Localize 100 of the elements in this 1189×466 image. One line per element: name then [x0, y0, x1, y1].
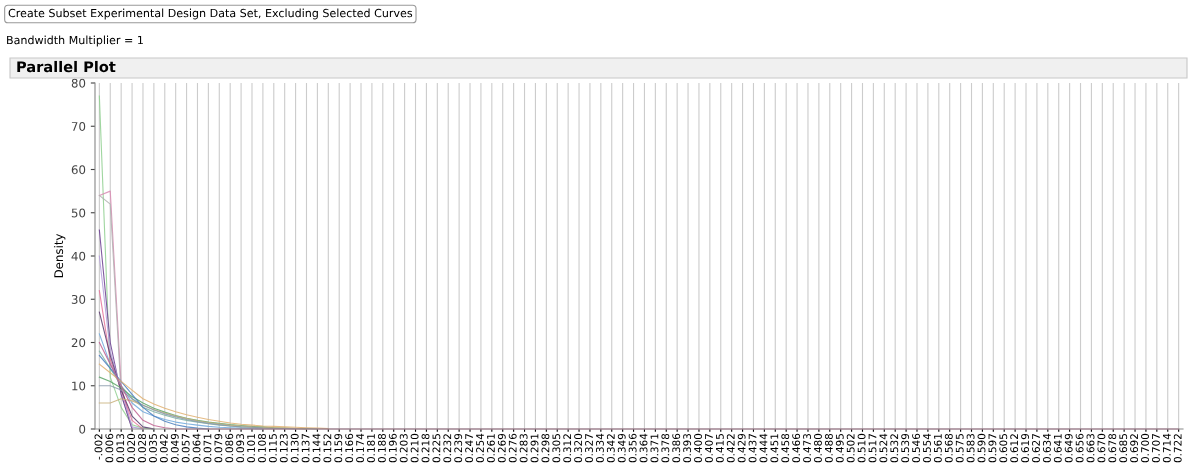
- x-tick-label: 0.583: [966, 434, 975, 463]
- x-tick-label: 0.057: [181, 434, 190, 463]
- x-tick-label: 0.013: [116, 434, 125, 463]
- x-tick-label: 0.210: [410, 433, 419, 463]
- x-tick-label: 0.378: [661, 433, 670, 463]
- y-tick-label: 40: [71, 251, 86, 261]
- x-tick-label: 0.064: [192, 433, 201, 463]
- y-tick-label: 60: [71, 165, 86, 175]
- x-tick-label: 0.225: [432, 434, 441, 463]
- x-tick-label: 0.232: [443, 434, 452, 463]
- x-tick-label: 0.342: [606, 434, 615, 463]
- x-tick-label: 0.429: [737, 433, 746, 463]
- x-tick-label: 0.466: [792, 433, 801, 463]
- chart-title: Parallel Plot: [17, 60, 116, 73]
- x-tick-label: 0.334: [595, 433, 604, 463]
- x-tick-label: 0.291: [530, 434, 539, 463]
- y-tick-label: 80: [71, 78, 86, 88]
- x-tick-label: 0.641: [1053, 434, 1062, 463]
- x-tick-label: 0.261: [486, 434, 495, 463]
- x-tick-label: 0.685: [1119, 434, 1128, 463]
- x-tick-label: 0.458: [781, 433, 790, 463]
- x-tick-label: 0.627: [1032, 434, 1040, 463]
- x-tick-label: 0.546: [912, 433, 921, 463]
- x-tick-label: 0.188: [377, 433, 386, 463]
- x-tick-label: 0.605: [999, 434, 1008, 463]
- x-tick-label: 0.269: [497, 433, 506, 463]
- y-tick-label: 30: [71, 294, 86, 304]
- x-tick-label: 0.159: [334, 433, 343, 463]
- x-tick-label: 0.320: [574, 433, 583, 463]
- x-tick-label: 0.393: [683, 434, 692, 463]
- x-tick-label: 0.020: [127, 433, 136, 463]
- x-tick-label: 0.649: [1064, 433, 1073, 463]
- x-tick-label: 0.597: [988, 434, 997, 463]
- x-tick-label: 0.700: [1141, 433, 1149, 463]
- x-tick-label: 0.634: [1042, 433, 1051, 463]
- x-tick-label: 0.539: [901, 433, 910, 463]
- x-tick-label: 0.283: [519, 434, 528, 463]
- x-tick-label: 0.692: [1130, 434, 1139, 463]
- text: Bandwidth Multiplier = 1: [7, 35, 143, 47]
- y-tick-label: 20: [71, 338, 86, 348]
- y-tick-label: 0: [79, 424, 86, 434]
- x-tick-label: 0.561: [933, 434, 942, 463]
- x-tick-label: 0.714: [1162, 433, 1171, 463]
- x-tick-label: -.002: [94, 434, 103, 460]
- x-tick-label: 0.444: [759, 433, 768, 463]
- x-tick-label: 0.349: [617, 433, 626, 463]
- y-tick-label: 10: [72, 381, 86, 391]
- x-tick-label: 0.123: [279, 434, 288, 463]
- x-tick-label: 0.079: [214, 433, 223, 463]
- x-tick-label: 0.203: [399, 434, 408, 463]
- x-tick-label: 0.722: [1173, 434, 1182, 463]
- x-tick-label: 0.239: [454, 433, 463, 463]
- x-tick-label: 0.181: [367, 434, 375, 463]
- x-tick-label: 0.327: [585, 434, 593, 463]
- x-tick-label: 0.086: [225, 433, 234, 463]
- x-tick-label: 0.386: [672, 433, 681, 463]
- x-tick-label: 0.196: [388, 433, 397, 463]
- x-tick-label: 0.276: [508, 433, 517, 463]
- x-tick-label: 0.619: [1021, 433, 1030, 463]
- x-tick-label: 0.575: [955, 434, 964, 463]
- x-tick-label: 0.422: [726, 434, 735, 463]
- x-tick-label: 0.407: [705, 434, 713, 463]
- x-tick-label: 0.137: [301, 434, 310, 463]
- text: Create Subset Experimental Design Data Set, Excluding Selected Curves: [8, 8, 413, 20]
- x-tick-label: 0.356: [628, 433, 637, 463]
- x-tick-label: 0.166: [345, 433, 354, 463]
- x-tick-label: 0.451: [770, 434, 779, 463]
- x-tick-label: 0.298: [541, 433, 550, 463]
- x-tick-label: 0.312: [563, 434, 572, 463]
- x-tick-label: 0.437: [748, 434, 757, 463]
- x-tick-label: 0.473: [803, 434, 811, 463]
- x-tick-label: 0.415: [715, 434, 724, 463]
- y-axis-title: Density: [53, 233, 66, 278]
- x-tick-label: 0.663: [1086, 434, 1095, 463]
- x-tick-label: 0.400: [694, 433, 702, 463]
- x-tick-label: 0.218: [421, 433, 430, 463]
- x-tick-label: 0.656: [1075, 433, 1084, 463]
- x-tick-label: 0.115: [268, 434, 277, 463]
- x-tick-label: 0.152: [323, 434, 332, 463]
- x-tick-label: 0.707: [1151, 434, 1160, 463]
- x-tick-label: 0.305: [552, 434, 561, 463]
- x-tick-label: 0.071: [203, 434, 212, 463]
- x-tick-label: 0.144: [312, 433, 321, 463]
- x-tick-label: 0.108: [258, 433, 266, 463]
- x-tick-label: 0.364: [639, 433, 648, 463]
- x-tick-label: 0.495: [835, 434, 844, 463]
- x-tick-label: 0.612: [1010, 434, 1019, 463]
- x-tick-label: 0.006: [105, 433, 114, 463]
- x-tick-label: 0.554: [923, 433, 931, 463]
- x-tick-label: 0.510: [857, 433, 866, 463]
- x-tick-label: 0.678: [1108, 433, 1117, 463]
- y-tick-label: 70: [71, 121, 86, 131]
- x-tick-label: 0.028: [138, 433, 146, 463]
- x-tick-label: 0.480: [814, 433, 822, 463]
- x-tick-label: 0.532: [890, 434, 899, 463]
- x-tick-label: 0.093: [236, 434, 245, 463]
- x-tick-label: 0.488: [824, 433, 833, 463]
- x-tick-label: 0.524: [879, 433, 888, 463]
- x-tick-label: 0.130: [290, 433, 299, 463]
- y-tick-label: 50: [71, 208, 86, 218]
